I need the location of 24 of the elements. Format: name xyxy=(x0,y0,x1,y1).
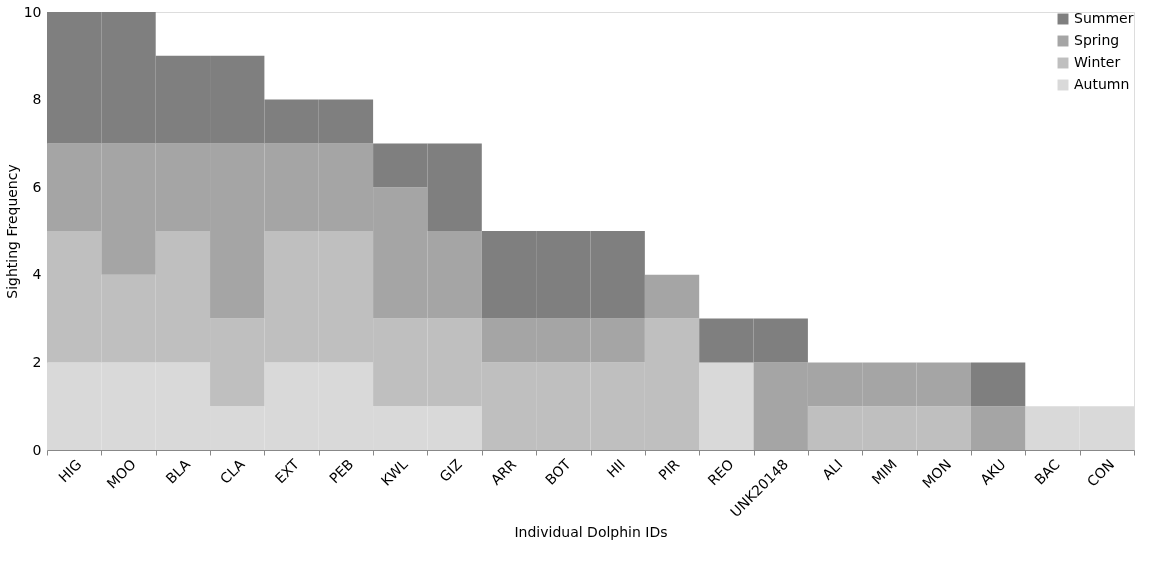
y-axis-title: Sighting Frequency xyxy=(3,164,20,299)
bar xyxy=(699,362,754,450)
bar xyxy=(644,274,700,319)
legend-label: Summer xyxy=(1074,10,1134,26)
y-tick-label: 4 xyxy=(32,266,42,283)
bar xyxy=(970,406,1026,450)
x-axis-title: Individual Dolphin IDs xyxy=(514,524,668,541)
x-tick-label: BLA xyxy=(162,455,194,487)
y-tick-label: 6 xyxy=(32,178,42,195)
x-tick-label: HII xyxy=(603,456,629,481)
x-tick-label: PIR xyxy=(655,455,683,484)
legend-label: Spring xyxy=(1074,32,1120,48)
x-tick-label: GIZ xyxy=(436,456,466,485)
y-tick-label: 10 xyxy=(23,3,42,20)
y-tick-label: 0 xyxy=(32,441,42,458)
y-tick-label: 2 xyxy=(32,353,42,370)
x-tick-label: CLA xyxy=(216,455,248,487)
y-tick-label: 8 xyxy=(32,91,42,108)
legend-label: Winter xyxy=(1074,54,1121,70)
bar xyxy=(970,362,1026,407)
x-tick-label: ALI xyxy=(818,456,846,483)
x-tick-label: HIG xyxy=(55,456,85,486)
legend-label: Autumn xyxy=(1074,76,1130,92)
x-tick-label: PEB xyxy=(325,456,357,487)
